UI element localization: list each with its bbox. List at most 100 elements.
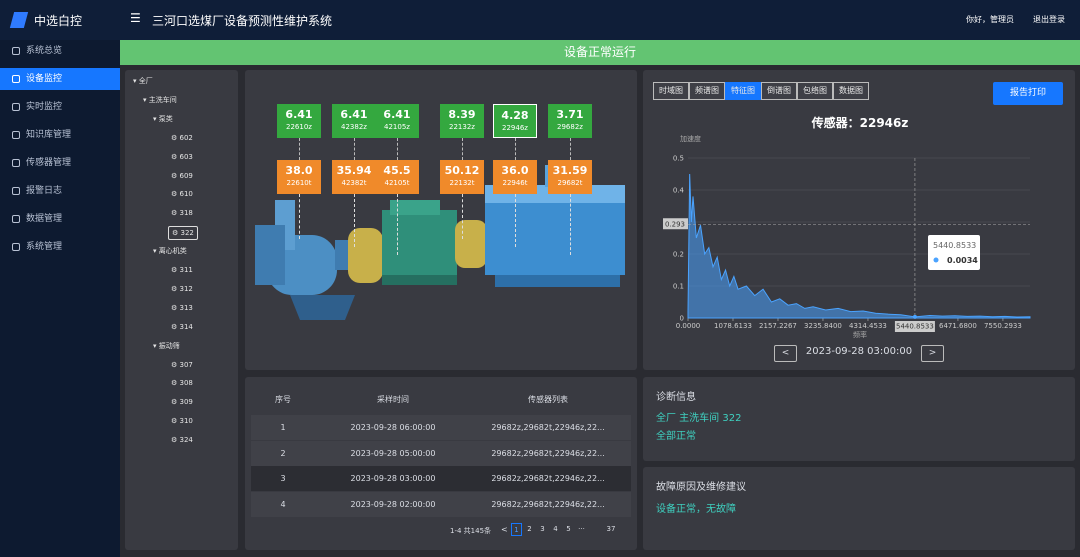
table-header: 采样时间: [377, 395, 409, 404]
tree-label: 全厂: [138, 77, 153, 85]
sensor-id: 22132t: [449, 179, 475, 187]
page-item[interactable]: 37: [606, 525, 616, 533]
tab[interactable]: 数据图: [833, 82, 869, 100]
tab[interactable]: 特征图: [725, 82, 761, 100]
table-row[interactable]: [251, 440, 631, 466]
sensor-box[interactable]: 50.12 22132t: [440, 160, 484, 194]
sensor-box[interactable]: 6.41 22610z: [277, 104, 321, 138]
nav-icon: [12, 159, 20, 167]
logout[interactable]: 退出登录: [1033, 15, 1065, 24]
gear-icon: ⚙: [171, 171, 180, 180]
sensor-box[interactable]: 6.41 42382z: [332, 104, 376, 138]
tree-node[interactable]: ⚙ 314: [168, 321, 196, 335]
sensor-box[interactable]: 8.39 22132z: [440, 104, 484, 138]
tree-node[interactable]: ⚙ 309: [168, 396, 196, 410]
table-cell: 29682z,29682t,22946z,22...: [491, 474, 605, 483]
tree-node[interactable]: ⚙ 307: [168, 359, 196, 373]
tab[interactable]: 频谱图: [689, 82, 725, 100]
tree-node[interactable]: ⚙ 312: [168, 283, 196, 297]
tab[interactable]: 时域图: [653, 82, 689, 100]
connector: [397, 138, 398, 160]
table-row[interactable]: [251, 466, 631, 491]
tree-label: 307: [179, 360, 193, 369]
nav-icon: [12, 131, 20, 139]
tree-node[interactable]: ▾ 泵类: [150, 113, 176, 127]
nav-button[interactable]: <: [774, 345, 797, 362]
nav-item[interactable]: 知识库管理: [0, 124, 120, 146]
tree-node[interactable]: ⚙ 322: [168, 226, 198, 241]
sensor-id: 22132z: [449, 123, 475, 131]
sensor-value: 31.59: [552, 164, 588, 177]
tab[interactable]: 倒谱图: [761, 82, 797, 100]
nav-item[interactable]: 系统总览: [0, 40, 120, 62]
sensor-box[interactable]: 45.5 42105t: [375, 160, 419, 194]
tree-node[interactable]: ⚙ 603: [168, 151, 196, 165]
status-banner: 设备正常运行: [120, 40, 1080, 65]
tree-label: 308: [179, 379, 193, 388]
nav-item[interactable]: 实时监控: [0, 96, 120, 118]
tree-label: 609: [179, 171, 193, 180]
sensor-box[interactable]: 38.0 22610t: [277, 160, 321, 194]
tree-node[interactable]: ⚙ 610: [168, 188, 196, 202]
gear-icon: ⚙: [171, 266, 180, 274]
nav-icon: [12, 187, 20, 195]
gear-icon: ⚙: [171, 284, 180, 293]
sensor-id: 42382z: [341, 123, 367, 131]
nav-item[interactable]: 传感器管理: [0, 152, 120, 174]
print-button[interactable]: 报告打印: [993, 82, 1063, 105]
machine-drawing: [255, 165, 625, 320]
sensor-value: 8.39: [448, 108, 476, 121]
sensor-box[interactable]: 35.94 42382t: [332, 160, 376, 194]
tree-node[interactable]: ⚙ 602: [168, 132, 196, 146]
coupling: [455, 220, 487, 268]
menu-toggle[interactable]: ☰: [130, 11, 141, 25]
page-item[interactable]: ···: [578, 525, 585, 533]
tree-node[interactable]: ⚙ 313: [168, 302, 196, 316]
tree-node[interactable]: ⚙ 308: [168, 377, 196, 391]
page-item[interactable]: 2: [527, 525, 532, 533]
nav-button[interactable]: >: [921, 345, 944, 362]
nav-item[interactable]: 设备监控: [0, 68, 120, 90]
tree-node[interactable]: ⚙ 311: [168, 264, 196, 278]
table-cell: 29682z,29682t,22946z,22...: [491, 423, 605, 432]
table-cell: 2023-09-28 06:00:00: [350, 423, 436, 432]
table-row[interactable]: [251, 491, 631, 517]
greeting: 你好，管理员: [966, 15, 1014, 24]
tree-node[interactable]: ⚙ 310: [168, 415, 196, 429]
page-prev[interactable]: <: [501, 525, 508, 534]
nav-item[interactable]: 报警日志: [0, 180, 120, 202]
sensor-box[interactable]: 36.0 22946t: [493, 160, 537, 194]
pump: [255, 200, 355, 320]
nav-item[interactable]: 数据管理: [0, 208, 120, 230]
app-title: 三河口选煤厂设备预测性维护系统: [152, 14, 333, 28]
expand-icon: ▾: [153, 114, 159, 123]
tree-label: 振动筛: [158, 341, 180, 350]
tree-node[interactable]: ▾ 全厂: [130, 75, 156, 89]
page-item[interactable]: 5: [566, 525, 571, 533]
tree-node[interactable]: ⚙ 318: [168, 207, 196, 221]
coupling: [348, 228, 383, 283]
table-cell: 2: [280, 448, 286, 458]
machine-panel: 6.41 22610z 38.0 22610t 6.41 42382z 35.94 42382…: [245, 70, 637, 370]
sensor-box[interactable]: 31.59 29682t: [548, 160, 592, 194]
table-row[interactable]: [251, 415, 631, 440]
sensor-box[interactable]: 6.41 42105z: [375, 104, 419, 138]
nav-item[interactable]: 系统管理: [0, 236, 120, 258]
tree-node[interactable]: ⚙ 609: [168, 170, 196, 184]
tree-node[interactable]: ⚙ 324: [168, 434, 196, 448]
gear-icon: ⚙: [171, 303, 180, 312]
tree-node[interactable]: ▾ 振动筛: [150, 340, 183, 354]
gear-icon: ⚙: [171, 133, 180, 142]
tab[interactable]: 包络图: [797, 82, 833, 100]
tree-node[interactable]: ▾ 主洗车间: [140, 94, 180, 108]
tree-label: 主洗车间: [148, 95, 177, 104]
tree-node[interactable]: ▾ 离心机类: [150, 245, 190, 259]
sensor-box[interactable]: 3.71 29682z: [548, 104, 592, 138]
sensor-box[interactable]: 4.28 22946z: [493, 104, 537, 138]
page-item[interactable]: 4: [553, 525, 558, 533]
expand-icon: ▾: [153, 247, 159, 256]
page-item[interactable]: 3: [540, 525, 545, 533]
sensor-id: 29682z: [557, 123, 583, 131]
device-tree: ▾ 全厂 ▾ 主洗车间 ▾ 泵类 ⚙ 602 ⚙ 603 ⚙ 609 ⚙ 610 ⚙ 318 ⚙…: [125, 70, 238, 550]
page-item[interactable]: 1: [511, 523, 522, 536]
